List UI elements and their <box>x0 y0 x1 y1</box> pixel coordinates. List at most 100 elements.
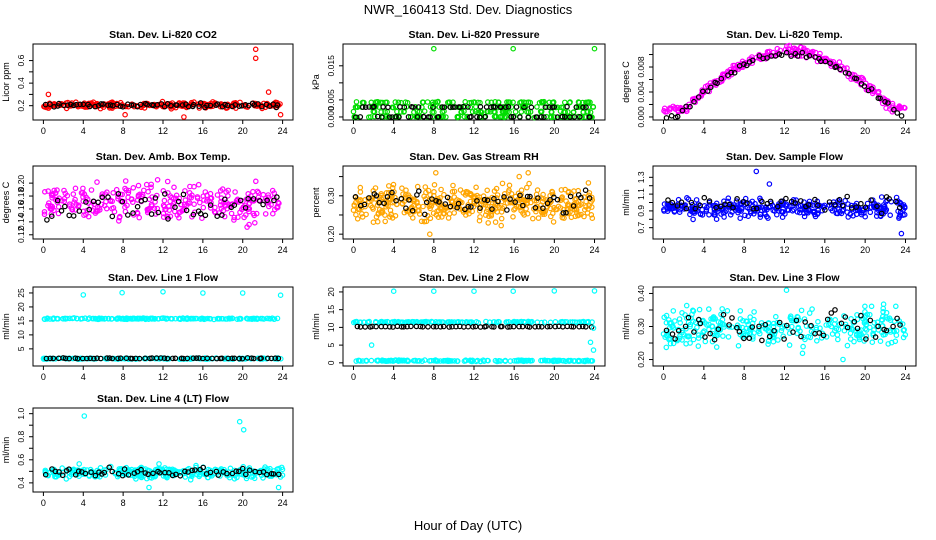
y-tick-label: 20 <box>16 302 26 312</box>
data-point <box>502 104 509 110</box>
data-point <box>868 303 875 310</box>
x-tick-label: 0 <box>41 245 46 255</box>
data-point <box>862 303 868 310</box>
data-point <box>259 103 265 110</box>
data-point <box>788 53 794 59</box>
data-point <box>81 212 87 219</box>
data-point <box>181 114 187 120</box>
data-point <box>264 197 270 204</box>
data-point <box>687 340 693 346</box>
data-point <box>571 358 578 364</box>
data-point <box>242 205 249 211</box>
x-tick-label: 0 <box>661 245 666 255</box>
y-tick-label: 0.16 <box>16 200 26 217</box>
x-tick-label: 24 <box>590 126 600 136</box>
data-point <box>135 182 142 189</box>
data-point <box>366 318 373 325</box>
data-point <box>777 203 783 210</box>
data-point <box>151 205 158 212</box>
data-point <box>685 333 692 340</box>
data-point <box>584 210 591 216</box>
data-point <box>750 205 757 212</box>
data-point <box>780 333 787 340</box>
x-tick-label: 16 <box>509 126 519 136</box>
data-point <box>532 323 538 330</box>
data-point <box>561 114 568 120</box>
data-point <box>875 323 881 330</box>
data-point <box>510 323 517 330</box>
data-point <box>272 355 279 362</box>
data-point <box>465 104 471 110</box>
data-point <box>430 323 437 330</box>
data-point <box>762 211 768 218</box>
y-tick-label: 10 <box>326 322 336 332</box>
data-point <box>838 320 845 327</box>
data-point <box>87 103 93 110</box>
data-point <box>190 211 197 218</box>
data-point <box>586 190 593 196</box>
data-point <box>104 355 110 361</box>
data-point <box>128 466 135 473</box>
y-tick-label: 0.9 <box>636 205 646 217</box>
data-point <box>145 471 151 478</box>
data-point <box>474 114 480 120</box>
x-tick-label: 0 <box>351 372 356 382</box>
data-point <box>368 195 374 201</box>
data-point <box>158 355 164 361</box>
data-point <box>862 204 869 211</box>
data-point <box>138 464 145 471</box>
data-point <box>833 63 840 70</box>
data-point <box>810 48 816 55</box>
data-point <box>489 323 495 330</box>
data-point <box>136 355 143 362</box>
data-point <box>567 193 574 200</box>
data-point <box>580 104 586 111</box>
data-points <box>660 287 909 363</box>
data-point <box>765 341 771 347</box>
data-point <box>853 204 860 210</box>
data-point <box>687 321 694 328</box>
data-point <box>437 323 444 330</box>
data-point <box>182 197 189 203</box>
data-point <box>682 312 688 318</box>
data-point <box>786 342 793 348</box>
data-point <box>468 113 474 120</box>
data-point <box>96 315 102 322</box>
data-point <box>749 324 756 330</box>
data-point <box>801 213 808 220</box>
y-tick-label: 0.4 <box>16 77 26 89</box>
data-point <box>533 197 540 204</box>
data-point <box>129 355 136 362</box>
data-point <box>474 198 480 204</box>
data-point <box>421 211 428 218</box>
data-point <box>799 49 806 56</box>
data-point <box>746 56 753 63</box>
data-point <box>867 317 874 324</box>
data-point <box>795 324 802 331</box>
data-point <box>441 210 448 217</box>
data-point <box>106 464 113 471</box>
data-point <box>759 322 766 329</box>
data-point <box>197 100 204 106</box>
x-tick-label: 0 <box>661 126 666 136</box>
data-point <box>578 194 584 201</box>
data-point <box>356 357 363 364</box>
data-point <box>741 61 747 67</box>
data-point <box>72 471 79 478</box>
panel-title: Stan. Dev. Sample Flow <box>726 151 844 163</box>
data-point <box>115 193 121 200</box>
data-point <box>670 340 677 347</box>
data-point <box>846 70 852 77</box>
data-point <box>561 99 568 106</box>
data-point <box>242 102 249 108</box>
x-tick-label: 8 <box>121 126 126 136</box>
data-point <box>161 197 168 204</box>
data-point <box>489 203 495 210</box>
data-point <box>45 188 52 194</box>
data-point <box>171 184 177 191</box>
data-point <box>875 327 882 333</box>
y-tick-label: 0.6 <box>16 454 26 466</box>
data-point <box>51 207 57 214</box>
data-point <box>699 206 706 213</box>
data-points <box>350 288 598 365</box>
